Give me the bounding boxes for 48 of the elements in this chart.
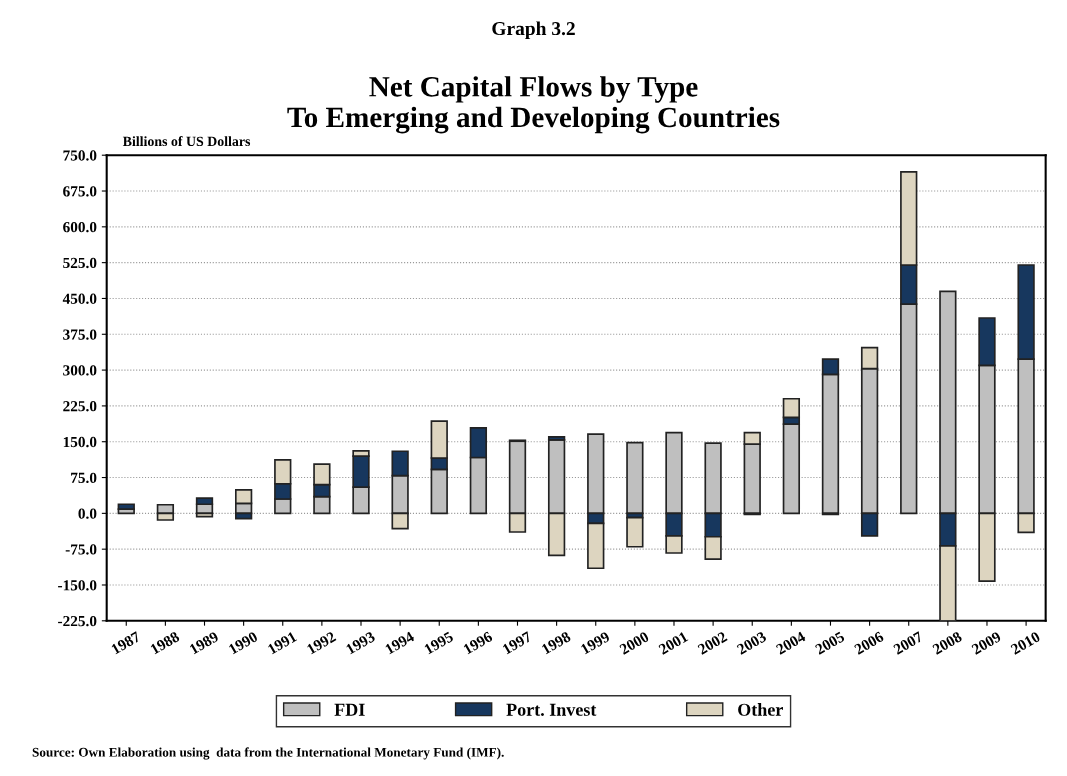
x-tick-label: 1996: [462, 631, 494, 655]
x-tick-label: 1993: [345, 631, 376, 655]
x-tick-label: 2000: [618, 631, 650, 655]
x-tick-label: 1990: [228, 631, 259, 655]
legend-label: FDI: [334, 703, 365, 716]
x-tick-label: 1988: [149, 631, 181, 655]
x-tick-label: 1992: [306, 631, 337, 655]
x-tick-label: 2006: [853, 631, 885, 655]
x-tick-label: 2003: [736, 631, 767, 655]
y-tick-label: 0.0: [78, 508, 97, 519]
x-tick-label: 2008: [931, 631, 963, 655]
y-tick-label: 75.0: [71, 472, 97, 484]
chart-subtitle: Net Capital Flows by Type To Emerging and Developing Countries: [287, 76, 780, 134]
x-tick-label: 1991: [267, 631, 298, 655]
y-tick-label: -75.0: [65, 544, 97, 555]
y-tick-label: -225.0: [58, 615, 97, 627]
x-tick-label: 2009: [971, 631, 1002, 655]
x-tick-label: 1998: [541, 631, 572, 655]
x-tick-label: 1997: [502, 631, 533, 655]
x-tick-label: 2005: [814, 631, 846, 655]
bar: [117, 503, 135, 510]
x-tick-label: 1999: [580, 631, 611, 655]
bar: [626, 441, 644, 515]
y-tick-label: 150.0: [63, 436, 97, 448]
y-tick-label: 450.0: [62, 293, 97, 304]
y-tick-label: -150.0: [58, 580, 97, 591]
y-tick-label: 600.0: [63, 221, 97, 233]
x-tick-label: 1989: [189, 631, 220, 655]
y-tick-label: 300.0: [63, 365, 97, 376]
x-tick-label: 1994: [384, 631, 416, 655]
y-tick-label: 225.0: [63, 401, 97, 412]
source-note: Source: Own Elaboration using data from the International Monetary Fund (IMF).: [32, 747, 504, 760]
legend-label: Other: [738, 703, 783, 716]
x-tick-label: 2004: [775, 631, 807, 655]
x-tick-label: 2010: [1010, 631, 1041, 655]
x-tick-label: 1987: [110, 631, 142, 655]
y-tick-label: 375.0: [63, 329, 97, 340]
y-axis-title: Billions of US Dollars: [122, 136, 251, 147]
chart-title: Graph 3.2: [492, 21, 575, 40]
x-tick-label: 2002: [697, 631, 728, 655]
bar: [626, 516, 644, 548]
x-tick-label: 2001: [658, 631, 689, 655]
y-tick-label: 525.0: [63, 257, 97, 269]
y-tick-label: 675.0: [63, 186, 97, 197]
legend-label: Port. Invest: [506, 703, 597, 716]
y-tick-label: 750.0: [63, 150, 97, 161]
x-tick-label: 1995: [423, 631, 454, 655]
x-tick-label: 2007: [892, 631, 924, 655]
